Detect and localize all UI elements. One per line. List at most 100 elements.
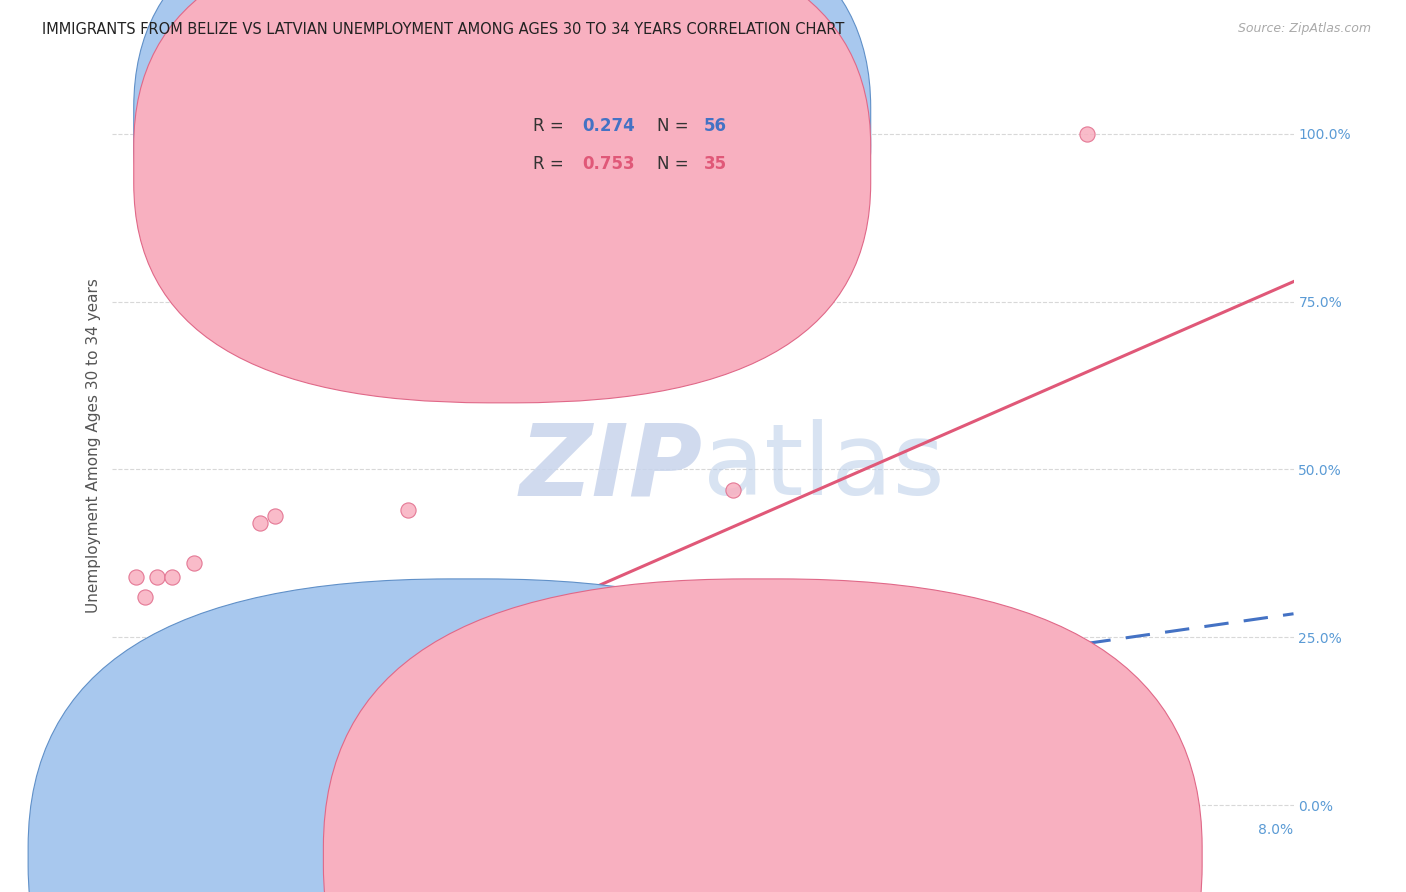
Point — [120, 757, 142, 772]
Point — [544, 684, 567, 698]
Point — [160, 757, 183, 772]
Point — [205, 744, 228, 758]
Text: Latvians: Latvians — [801, 849, 866, 863]
Point — [174, 751, 197, 765]
Point — [134, 757, 156, 772]
Point — [308, 717, 330, 731]
Point — [174, 757, 197, 772]
Point — [120, 764, 142, 779]
Point — [122, 764, 145, 779]
Point — [105, 771, 128, 785]
Text: ZIP: ZIP — [520, 419, 703, 516]
Point — [146, 731, 169, 745]
Point — [515, 690, 537, 705]
FancyBboxPatch shape — [134, 0, 870, 365]
Point — [337, 711, 360, 725]
Point — [160, 751, 183, 765]
Text: Immigrants from Belize: Immigrants from Belize — [506, 849, 685, 863]
Point — [127, 757, 149, 772]
Point — [160, 570, 183, 584]
Point — [471, 690, 494, 705]
Point — [136, 757, 159, 772]
Y-axis label: Unemployment Among Ages 30 to 34 years: Unemployment Among Ages 30 to 34 years — [86, 278, 101, 614]
Text: 0.0%: 0.0% — [112, 823, 148, 837]
Point — [183, 557, 205, 571]
Text: R =: R = — [533, 155, 569, 173]
Point — [292, 751, 315, 765]
Point — [108, 764, 131, 779]
Point — [721, 483, 744, 497]
Point — [136, 751, 159, 765]
Point — [190, 751, 212, 765]
Point — [323, 744, 346, 758]
Point — [219, 731, 242, 745]
Point — [131, 764, 153, 779]
Point — [692, 677, 714, 691]
Point — [112, 757, 135, 772]
Point — [396, 704, 419, 718]
Point — [131, 731, 153, 745]
Point — [619, 684, 641, 698]
Point — [205, 751, 228, 765]
Point — [149, 751, 172, 765]
Point — [471, 778, 494, 792]
Text: Source: ZipAtlas.com: Source: ZipAtlas.com — [1237, 22, 1371, 36]
Text: 56: 56 — [704, 118, 727, 136]
Point — [205, 717, 228, 731]
Point — [131, 751, 153, 765]
Point — [662, 704, 685, 718]
Point — [121, 757, 143, 772]
Point — [367, 704, 389, 718]
Point — [146, 764, 169, 779]
Point — [160, 738, 183, 752]
Point — [166, 757, 188, 772]
Point — [146, 744, 169, 758]
Point — [134, 590, 156, 604]
Text: 35: 35 — [704, 155, 727, 173]
Point — [110, 757, 132, 772]
Point — [146, 757, 169, 772]
Text: N =: N = — [657, 118, 693, 136]
Point — [122, 757, 145, 772]
Point — [125, 757, 148, 772]
Point — [124, 751, 146, 765]
Text: IMMIGRANTS FROM BELIZE VS LATVIAN UNEMPLOYMENT AMONG AGES 30 TO 34 YEARS CORRELA: IMMIGRANTS FROM BELIZE VS LATVIAN UNEMPL… — [42, 22, 845, 37]
Point — [174, 744, 197, 758]
Point — [174, 738, 197, 752]
Point — [190, 744, 212, 758]
Text: atlas: atlas — [703, 419, 945, 516]
Point — [839, 677, 862, 691]
Point — [117, 764, 138, 779]
Point — [108, 764, 131, 779]
Point — [193, 738, 215, 752]
Point — [396, 502, 419, 516]
Text: 0.274: 0.274 — [582, 118, 636, 136]
Point — [212, 738, 235, 752]
Point — [278, 717, 301, 731]
Point — [1076, 127, 1098, 141]
Text: R =: R = — [533, 118, 569, 136]
Point — [111, 764, 134, 779]
Point — [515, 724, 537, 739]
Point — [117, 764, 138, 779]
Point — [233, 744, 256, 758]
FancyBboxPatch shape — [134, 0, 870, 403]
Point — [125, 570, 148, 584]
Point — [111, 771, 134, 785]
Point — [146, 570, 169, 584]
Point — [219, 751, 242, 765]
Point — [249, 516, 271, 531]
Point — [131, 744, 153, 758]
Point — [117, 738, 138, 752]
Point — [131, 764, 153, 779]
Point — [190, 731, 212, 745]
Point — [249, 717, 271, 731]
Point — [128, 764, 150, 779]
Point — [588, 711, 610, 725]
Point — [367, 738, 389, 752]
Point — [233, 731, 256, 745]
Text: 0.753: 0.753 — [582, 155, 636, 173]
Point — [146, 764, 169, 779]
Point — [117, 751, 138, 765]
Point — [105, 764, 128, 779]
